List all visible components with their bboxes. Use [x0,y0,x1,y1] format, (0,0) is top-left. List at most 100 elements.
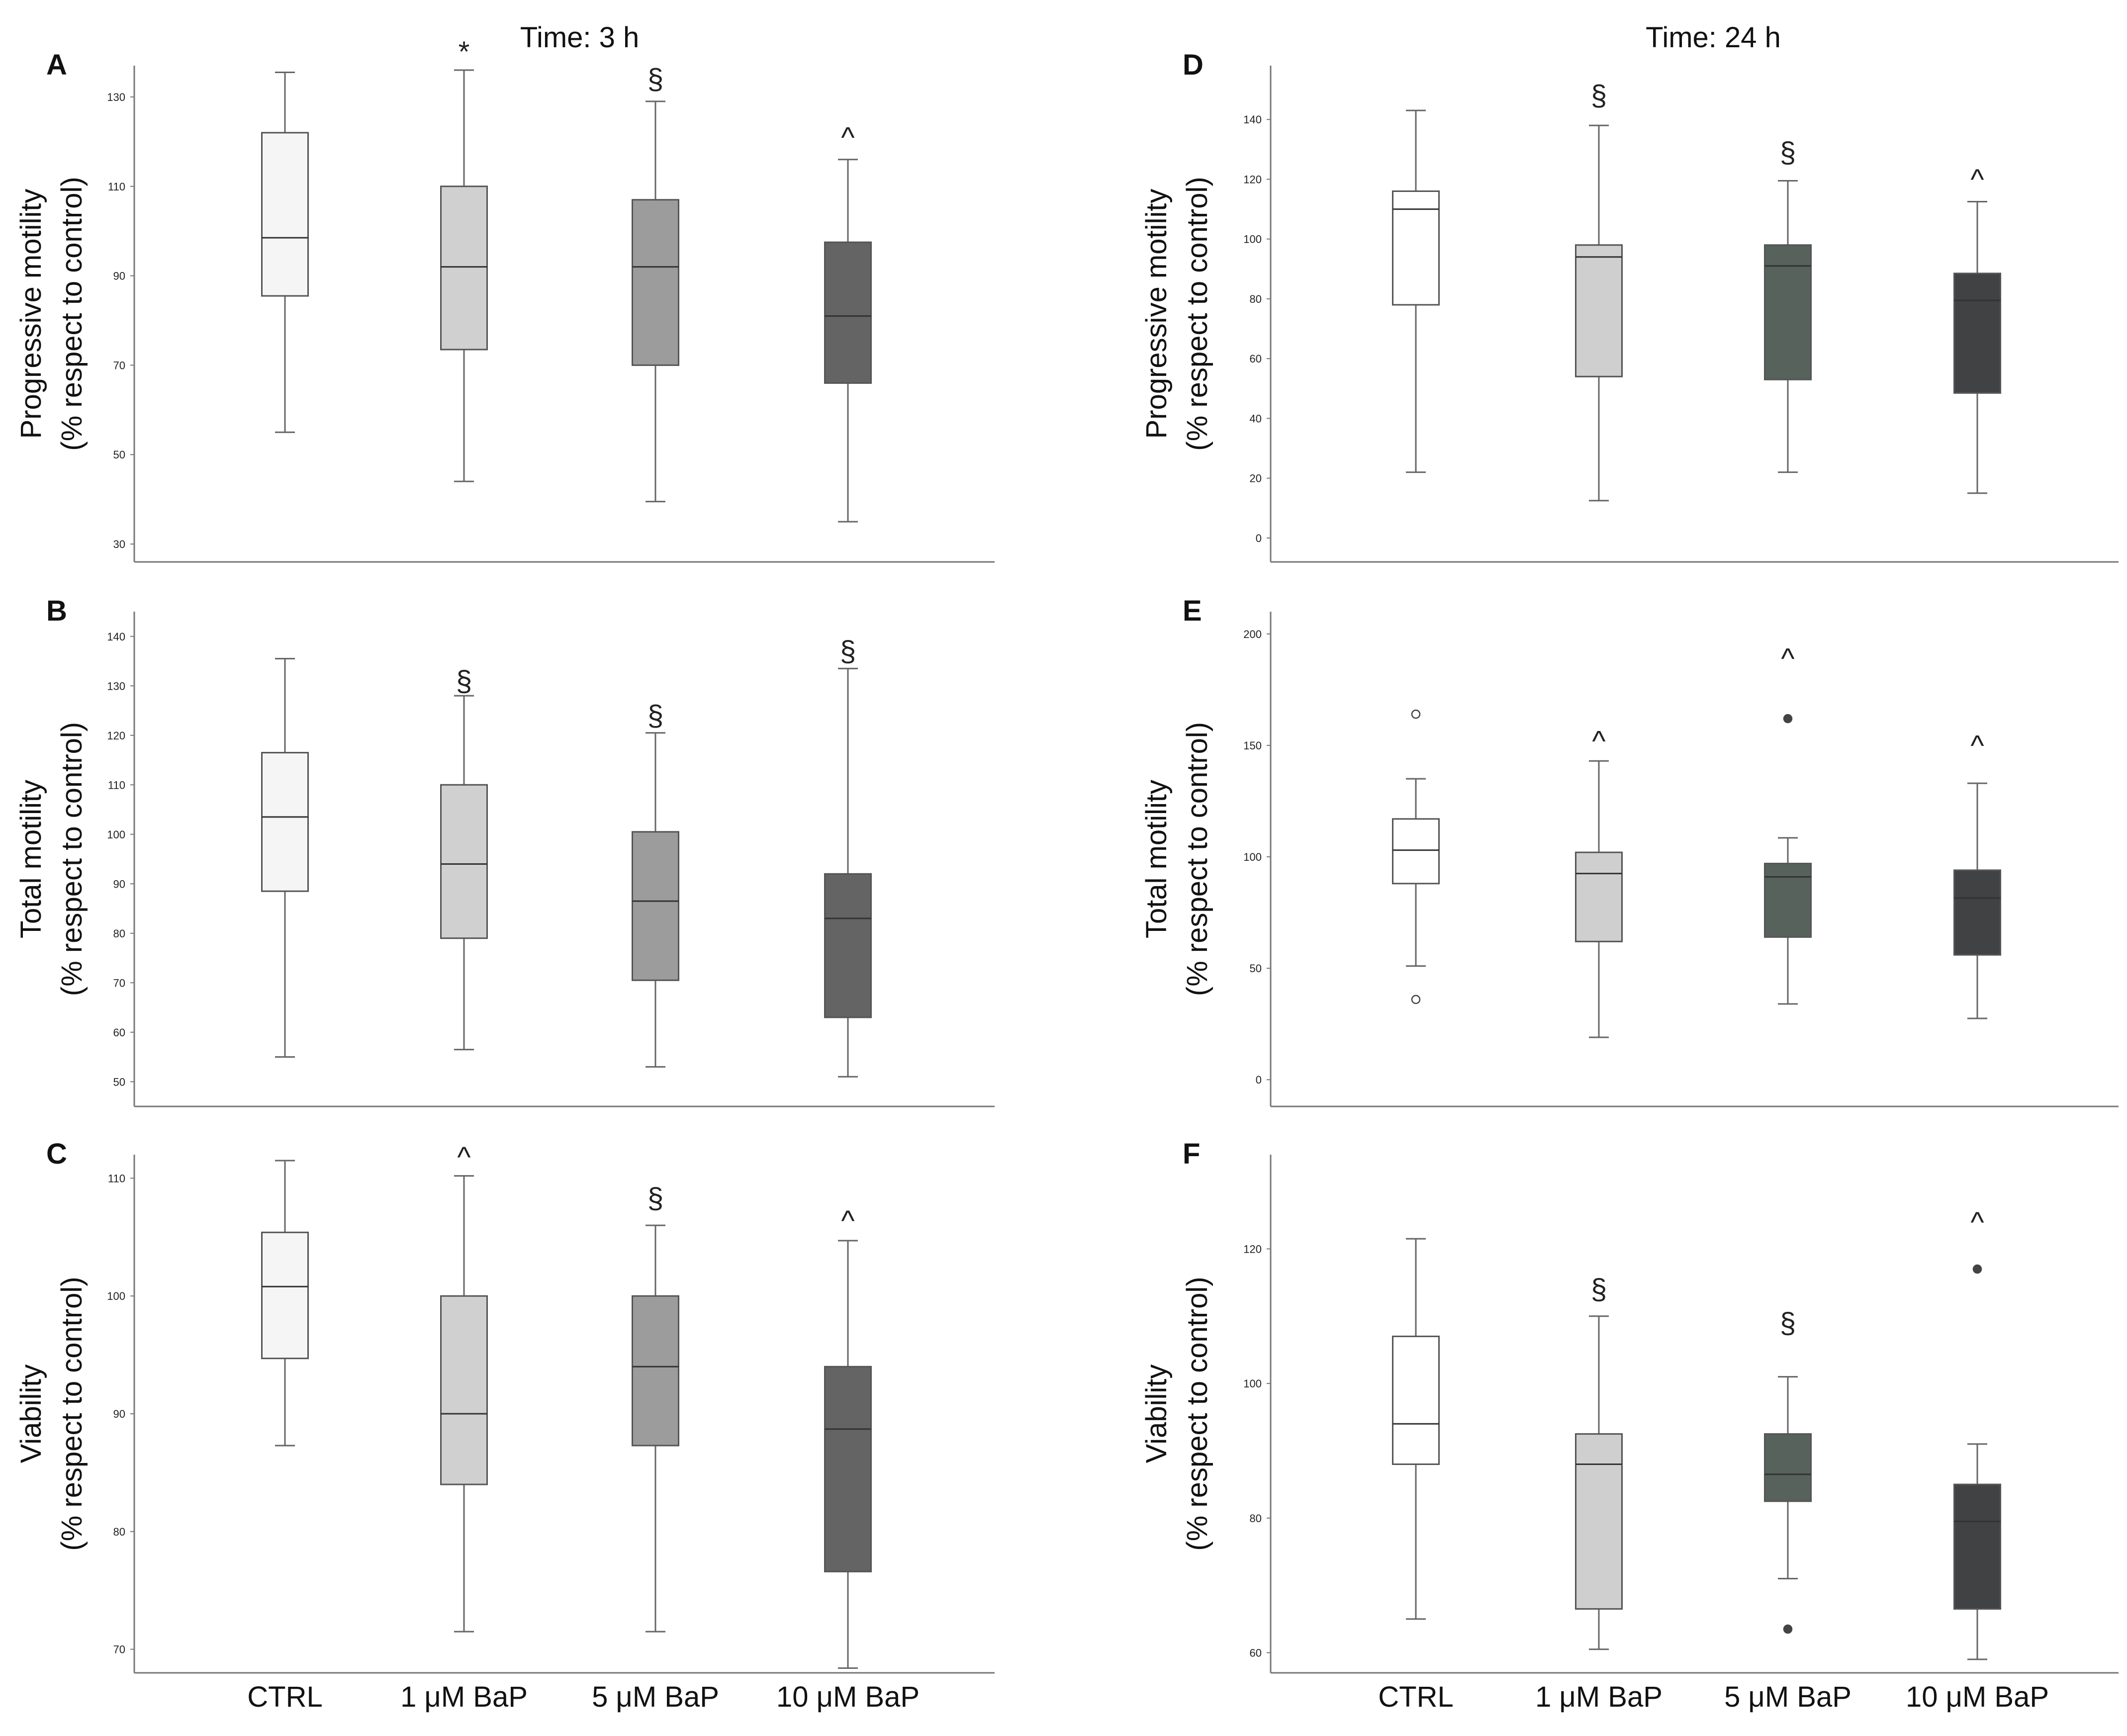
y-tick-label: 60 [1250,1646,1262,1659]
significance-marker: ^ [1970,730,1984,762]
panel-title: Time: 24 h [1646,21,1781,54]
panel-b: 50 60 70 80 90 100 110 120 130 140 B Total motility… [15,595,995,1106]
y-tick-label: 90 [113,878,125,890]
significance-marker: ^ [841,1205,854,1237]
panel-e: 0 50 100 150 200 E Total motility (% respect to… [1140,595,2119,1106]
iqr-box [1954,870,2001,955]
panel-label: A [46,49,67,81]
box-3 [633,101,679,502]
significance-marker: § [647,63,663,95]
box-3 [1765,1377,1811,1633]
x-category-label: 10 μM BaP [1906,1681,2049,1713]
panel-label: E [1183,595,1202,627]
x-category-label: 5 μM BaP [1724,1681,1851,1713]
box-4 [1954,1265,2001,1659]
box-2 [441,70,487,481]
panel-label: B [46,595,67,627]
y-axis-label-line1: Total motility [15,780,47,938]
panel-a: 30 50 70 90 110 130 A Time: 3 h Progressive moti… [15,21,995,562]
y-axis-label-line2: (% respect to control) [56,1277,88,1551]
y-tick-label: 130 [107,91,125,103]
y-tick-label: 140 [1243,113,1262,126]
y-axis-label: Viability (% respect to control) [15,1277,88,1551]
iqr-box [1393,1336,1439,1464]
y-tick-label: 110 [108,779,125,791]
x-category-label: 10 μM BaP [776,1681,920,1713]
y-tick-label: 80 [113,1526,125,1538]
y-axis-label-line2: (% respect to control) [1181,722,1213,996]
significance-marker: § [1780,136,1796,169]
outlier-point [1412,710,1420,718]
significance-marker: ^ [457,1141,470,1174]
box-2 [1576,1316,1622,1649]
y-axis-label-line1: Progressive motility [15,189,47,439]
iqr-box [1393,819,1439,884]
y-tick-label: 100 [1243,1377,1262,1390]
significance-marker: § [456,665,472,697]
y-tick-label: 0 [1256,532,1262,545]
y-tick-label: 50 [1250,962,1262,975]
panel-d: 0 20 40 60 80 100 120 140 D Time: 24 h Progressive… [1140,21,2119,562]
box-1 [262,72,308,432]
y-axis-label: Viability (% respect to control) [1140,1277,1213,1551]
y-tick-label: 40 [1250,412,1262,425]
y-tick-label: 100 [107,828,125,841]
box-2 [1576,125,1622,501]
x-category-label: CTRL [247,1681,322,1713]
iqr-box [262,753,308,892]
significance-marker: § [840,636,856,668]
box-2 [1576,761,1622,1037]
y-axis-label-line1: Viability [1140,1365,1173,1463]
y-tick-label: 140 [107,631,125,643]
panel-title: Time: 3 h [520,21,640,54]
y-axis-label-line2: (% respect to control) [56,722,88,996]
significance-marker: ^ [1970,1206,1984,1238]
x-category-label: 1 μM BaP [1535,1681,1663,1713]
significance-marker: § [1591,1274,1607,1306]
iqr-box [1954,1484,2001,1609]
significance-marker: ^ [841,121,854,154]
y-tick-label: 200 [1243,628,1262,640]
y-tick-label: 110 [108,181,125,193]
y-axis-label-line2: (% respect to control) [1181,177,1213,451]
panel-label: F [1183,1138,1200,1170]
iqr-box [633,832,679,981]
box-1 [262,659,308,1057]
y-tick-label: 100 [1243,851,1262,863]
box-1 [1393,710,1439,1004]
y-axis-label-line2: (% respect to control) [56,177,88,451]
y-tick-label: 80 [113,927,125,940]
iqr-box [633,1296,679,1446]
significance-marker: ^ [1592,725,1605,757]
iqr-box [441,1296,487,1484]
panel-f: 60 80 100 120 F Viability (% respect to contro… [1140,1138,2119,1673]
box-1 [1393,110,1439,472]
y-tick-label: 60 [113,1026,125,1039]
iqr-box [441,785,487,938]
y-tick-label: 30 [113,538,125,550]
iqr-box [825,242,871,383]
box-2 [441,696,487,1049]
y-axis-label: Total motility (% respect to control) [15,722,88,996]
y-axis-label-line2: (% respect to control) [1181,1277,1213,1551]
y-tick-label: 130 [107,680,125,692]
x-category-label: 1 μM BaP [400,1681,528,1713]
iqr-box [441,186,487,350]
outlier-point [1784,1625,1792,1633]
box-2 [441,1176,487,1632]
box-3 [633,1225,679,1632]
significance-marker: § [1591,80,1607,112]
y-axis-label-line1: Progressive motility [1140,189,1173,439]
iqr-box [262,1232,308,1358]
y-tick-label: 120 [1243,1243,1262,1255]
box-4 [825,1241,871,1668]
x-category-label: CTRL [1378,1681,1453,1713]
box-4 [1954,202,2001,493]
panel-label: C [46,1138,67,1170]
y-tick-label: 50 [113,1076,125,1088]
y-tick-label: 70 [113,359,125,371]
panel-label: D [1183,49,1203,81]
significance-marker: * [459,36,470,68]
x-category-label: 5 μM BaP [592,1681,719,1713]
y-tick-label: 0 [1256,1074,1262,1086]
